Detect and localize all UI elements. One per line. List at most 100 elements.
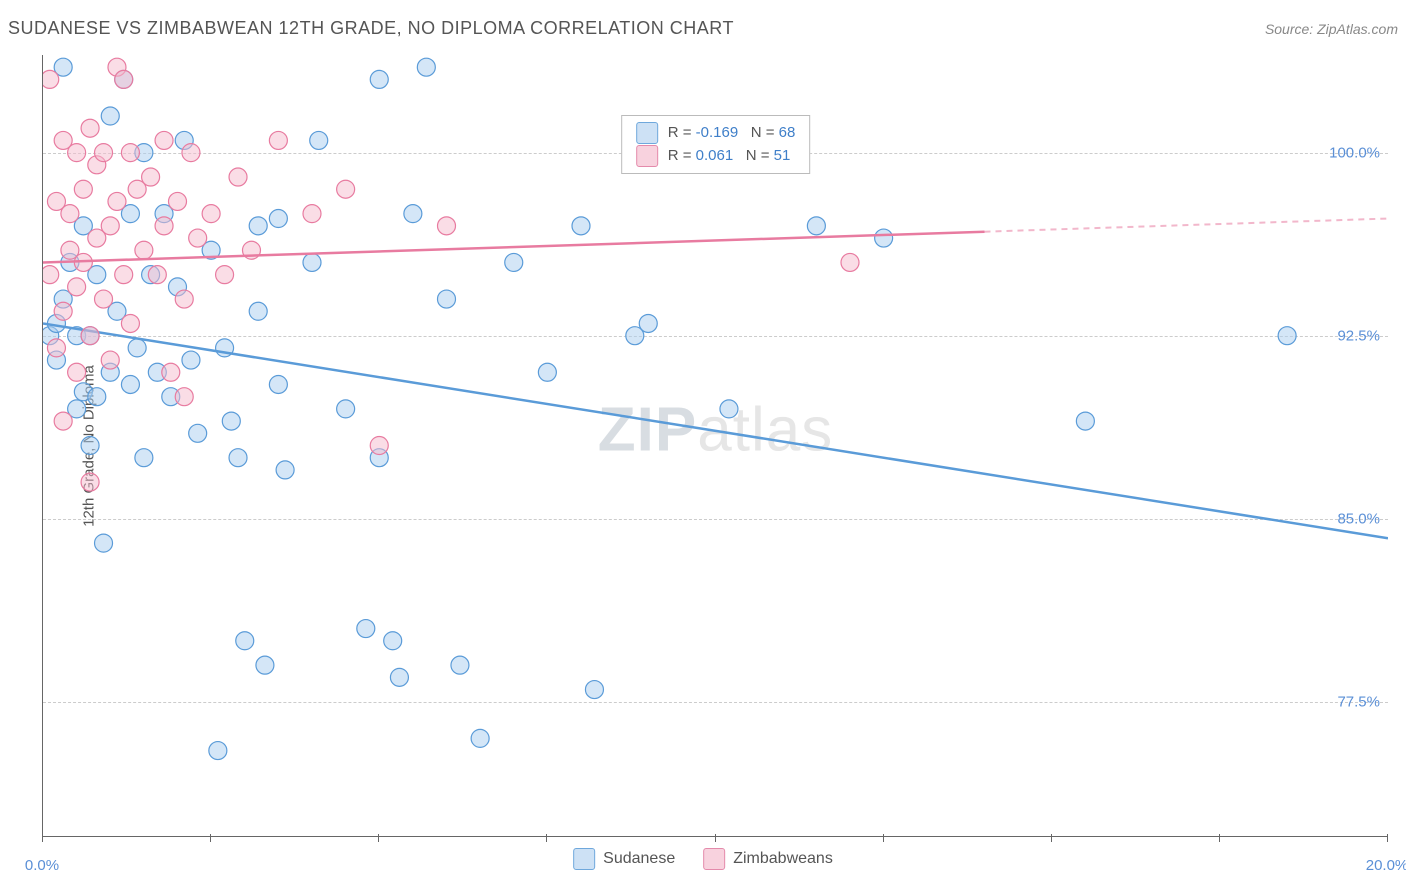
data-point bbox=[74, 180, 92, 198]
data-point bbox=[417, 58, 435, 76]
chart-plot-area: ZIPatlas R = -0.169 N = 68R = 0.061 N = … bbox=[42, 55, 1388, 837]
data-point bbox=[128, 339, 146, 357]
data-point bbox=[81, 473, 99, 491]
legend-stat-row: R = 0.061 N = 51 bbox=[636, 145, 796, 168]
legend-swatch bbox=[703, 848, 725, 870]
data-point bbox=[182, 144, 200, 162]
data-point bbox=[303, 253, 321, 271]
data-point bbox=[121, 314, 139, 332]
data-point bbox=[81, 327, 99, 345]
data-point bbox=[115, 266, 133, 284]
data-point bbox=[538, 363, 556, 381]
legend-stat-text: R = -0.169 N = 68 bbox=[668, 122, 796, 145]
data-point bbox=[841, 253, 859, 271]
regression-line bbox=[43, 323, 1388, 538]
data-point bbox=[175, 290, 193, 308]
data-point bbox=[229, 449, 247, 467]
data-point bbox=[505, 253, 523, 271]
chart-title: SUDANESE VS ZIMBABWEAN 12TH GRADE, NO DI… bbox=[8, 18, 734, 39]
data-point bbox=[81, 119, 99, 137]
data-point bbox=[162, 363, 180, 381]
data-point bbox=[101, 351, 119, 369]
data-point bbox=[216, 266, 234, 284]
legend-swatch bbox=[573, 848, 595, 870]
legend-item: Sudanese bbox=[573, 848, 675, 870]
data-point bbox=[209, 742, 227, 760]
data-point bbox=[572, 217, 590, 235]
data-point bbox=[54, 412, 72, 430]
data-point bbox=[68, 144, 86, 162]
data-point bbox=[54, 302, 72, 320]
legend-swatch bbox=[636, 122, 658, 144]
data-point bbox=[95, 144, 113, 162]
x-tick-label: 0.0% bbox=[25, 857, 59, 874]
data-point bbox=[626, 327, 644, 345]
regression-line-dashed bbox=[985, 219, 1389, 232]
data-point bbox=[222, 412, 240, 430]
data-point bbox=[135, 241, 153, 259]
data-point bbox=[108, 192, 126, 210]
data-point bbox=[169, 192, 187, 210]
data-point bbox=[471, 729, 489, 747]
data-point bbox=[370, 70, 388, 88]
data-point bbox=[256, 656, 274, 674]
source-attribution: Source: ZipAtlas.com bbox=[1265, 21, 1398, 37]
data-point bbox=[189, 424, 207, 442]
legend-stat-row: R = -0.169 N = 68 bbox=[636, 122, 796, 145]
data-point bbox=[310, 131, 328, 149]
data-point bbox=[115, 70, 133, 88]
data-point bbox=[43, 266, 59, 284]
data-point bbox=[585, 681, 603, 699]
data-point bbox=[155, 217, 173, 235]
data-point bbox=[1076, 412, 1094, 430]
data-point bbox=[88, 388, 106, 406]
series-legend: Sudanese Zimbabweans bbox=[573, 848, 833, 870]
data-point bbox=[101, 217, 119, 235]
data-point bbox=[148, 266, 166, 284]
legend-stat-text: R = 0.061 N = 51 bbox=[668, 145, 791, 168]
data-point bbox=[142, 168, 160, 186]
data-point bbox=[269, 210, 287, 228]
data-point bbox=[1278, 327, 1296, 345]
data-point bbox=[720, 400, 738, 418]
data-point bbox=[236, 632, 254, 650]
data-point bbox=[249, 217, 267, 235]
data-point bbox=[875, 229, 893, 247]
legend-label: Zimbabweans bbox=[733, 850, 833, 868]
data-point bbox=[68, 363, 86, 381]
data-point bbox=[189, 229, 207, 247]
data-point bbox=[451, 656, 469, 674]
data-point bbox=[95, 534, 113, 552]
data-point bbox=[47, 339, 65, 357]
data-point bbox=[269, 131, 287, 149]
data-point bbox=[95, 290, 113, 308]
data-point bbox=[269, 375, 287, 393]
data-point bbox=[337, 180, 355, 198]
data-point bbox=[370, 437, 388, 455]
data-point bbox=[43, 70, 59, 88]
data-point bbox=[438, 217, 456, 235]
data-point bbox=[384, 632, 402, 650]
legend-label: Sudanese bbox=[603, 850, 675, 868]
data-point bbox=[135, 449, 153, 467]
data-point bbox=[438, 290, 456, 308]
data-point bbox=[68, 278, 86, 296]
correlation-legend: R = -0.169 N = 68R = 0.061 N = 51 bbox=[621, 115, 811, 174]
data-point bbox=[182, 351, 200, 369]
data-point bbox=[357, 620, 375, 638]
data-point bbox=[155, 131, 173, 149]
data-point bbox=[807, 217, 825, 235]
data-point bbox=[390, 668, 408, 686]
legend-swatch bbox=[636, 145, 658, 167]
data-point bbox=[337, 400, 355, 418]
data-point bbox=[276, 461, 294, 479]
data-point bbox=[121, 375, 139, 393]
data-point bbox=[303, 205, 321, 223]
data-point bbox=[121, 144, 139, 162]
data-point bbox=[249, 302, 267, 320]
x-tick-label: 20.0% bbox=[1366, 857, 1406, 874]
data-point bbox=[81, 437, 99, 455]
data-point bbox=[404, 205, 422, 223]
data-point bbox=[101, 107, 119, 125]
legend-item: Zimbabweans bbox=[703, 848, 833, 870]
